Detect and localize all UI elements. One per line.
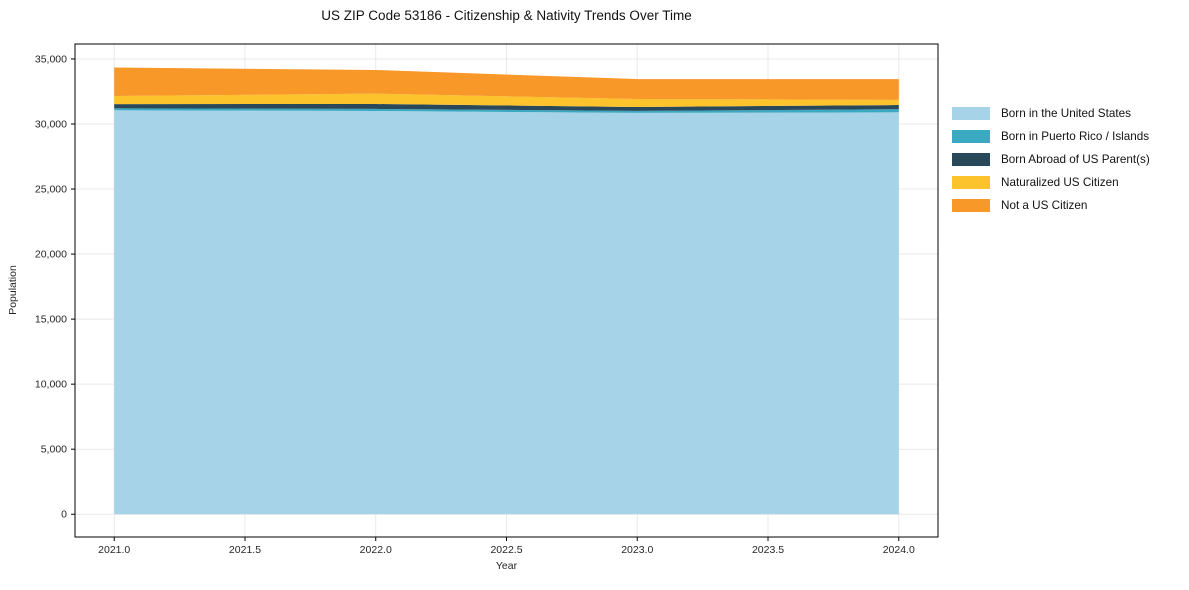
legend-swatch-born-abroad: [952, 153, 990, 166]
legend-label: Not a US Citizen: [1001, 199, 1088, 212]
legend-item-not-citizen: Not a US Citizen: [952, 199, 1150, 212]
x-tick-label: 2022.0: [360, 544, 392, 556]
y-tick-label: 25,000: [35, 184, 67, 196]
legend-swatch-not-citizen: [952, 199, 990, 212]
legend-swatch-born-in-us: [952, 107, 990, 120]
legend-swatch-born-puerto-rico: [952, 130, 990, 143]
legend-label: Born in the United States: [1001, 107, 1131, 120]
area-naturalized-us-citizen: [114, 93, 899, 107]
legend-label: Born Abroad of US Parent(s): [1001, 153, 1150, 166]
y-tick-label: 5,000: [41, 444, 67, 456]
x-tick-label: 2021.0: [98, 544, 130, 556]
area-born-in-puerto-rico-islands: [114, 108, 899, 113]
y-tick-label: 0: [61, 509, 67, 521]
legend-swatch-naturalized: [952, 176, 990, 189]
x-tick-label: 2023.0: [621, 544, 653, 556]
legend-label: Naturalized US Citizen: [1001, 176, 1119, 189]
area-born-abroad-of-us-parent-s: [114, 104, 899, 111]
x-tick-label: 2024.0: [883, 544, 915, 556]
y-tick-label: 20,000: [35, 249, 67, 261]
legend-item-born-puerto-rico: Born in Puerto Rico / Islands: [952, 130, 1150, 143]
area-born-in-the-united-states: [114, 110, 899, 515]
chart-title: US ZIP Code 53186 - Citizenship & Nativi…: [321, 8, 692, 23]
area-not-a-us-citizen: [114, 67, 899, 100]
stacked-areas: [114, 67, 899, 515]
legend-item-naturalized: Naturalized US Citizen: [952, 176, 1150, 189]
x-tick-label: 2022.5: [490, 544, 522, 556]
x-axis-label: Year: [495, 560, 518, 572]
axis-ticks: 2021.0 2021.5 2022.0 2022.5 2023.0 2023.5 2024…: [35, 53, 915, 556]
y-tick-label: 15,000: [35, 314, 67, 326]
y-tick-label: 10,000: [35, 379, 67, 391]
x-tick-label: 2021.5: [229, 544, 261, 556]
x-tick-label: 2023.5: [752, 544, 784, 556]
legend-item-born-in-us: Born in the United States: [952, 107, 1150, 120]
legend-item-born-abroad: Born Abroad of US Parent(s): [952, 153, 1150, 166]
y-tick-label: 35,000: [35, 53, 67, 65]
legend: Born in the United States Born in Puerto…: [952, 107, 1150, 212]
y-tick-label: 30,000: [35, 118, 67, 130]
legend-label: Born in Puerto Rico / Islands: [1001, 130, 1150, 143]
y-axis-label: Population: [7, 265, 19, 315]
